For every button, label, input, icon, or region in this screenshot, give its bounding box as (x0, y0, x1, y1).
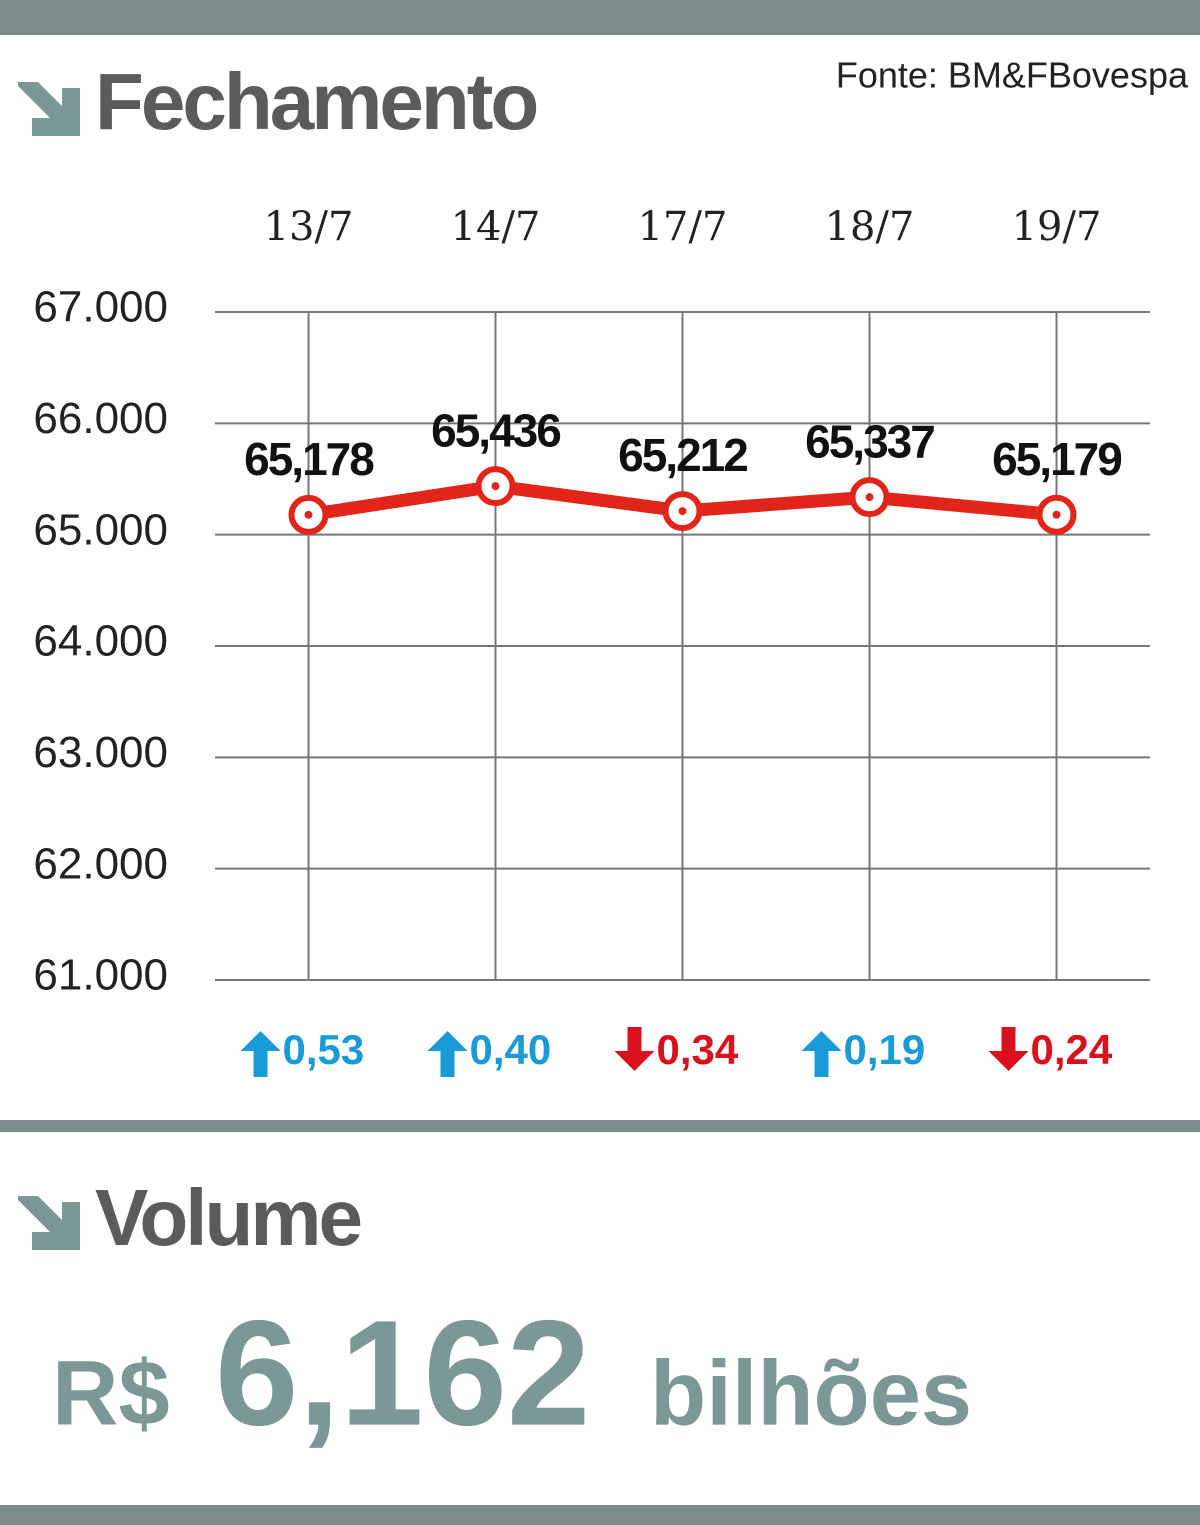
change-arrow (614, 1027, 655, 1071)
chart-title: Fechamento (95, 57, 536, 146)
volume-unit: bilhões (650, 1342, 972, 1444)
x-tick-label: 18/7 (825, 204, 915, 250)
value-label: 65,212 (618, 429, 747, 481)
change-label: 0,24 (1031, 1026, 1113, 1073)
x-tick-label: 19/7 (1012, 204, 1102, 250)
y-tick-label: 65.000 (33, 505, 168, 554)
change-label: 0,53 (283, 1026, 365, 1073)
y-tick-label: 61.000 (33, 951, 168, 1000)
top-bar (0, 0, 1200, 35)
y-tick-label: 66.000 (33, 394, 168, 443)
value-label: 65,337 (805, 415, 934, 467)
point-dot (491, 482, 500, 491)
currency: R$ (52, 1342, 170, 1444)
y-tick-label: 63.000 (33, 728, 168, 777)
change-arrow (988, 1027, 1029, 1071)
value-label: 65,436 (431, 404, 560, 456)
x-tick-label: 17/7 (638, 204, 728, 250)
x-tick-label: 14/7 (451, 204, 541, 250)
point-dot (304, 510, 313, 519)
point-dot (865, 493, 874, 502)
change-label: 0,19 (844, 1026, 926, 1073)
x-tick-label: 13/7 (264, 204, 354, 250)
heading-icon (18, 1196, 80, 1250)
y-tick-label: 64.000 (33, 617, 168, 666)
point-dot (1052, 510, 1061, 519)
change-arrow (801, 1031, 842, 1077)
volume-title: Volume (95, 1173, 361, 1262)
y-tick-label: 67.000 (33, 283, 168, 332)
bottom-bar (0, 1505, 1200, 1525)
change-arrow (427, 1031, 468, 1077)
point-dot (678, 507, 687, 516)
value-label: 65,178 (244, 433, 374, 485)
volume-amount: 6,162 (215, 1289, 590, 1457)
change-label: 0,34 (657, 1026, 739, 1073)
source: Fonte: BM&FBovespa (836, 55, 1189, 96)
value-label: 65,179 (992, 433, 1121, 485)
y-tick-label: 62.000 (33, 839, 168, 888)
change-label: 0,40 (470, 1026, 552, 1073)
change-arrow (240, 1031, 281, 1077)
divider (0, 1120, 1200, 1132)
heading-icon (18, 82, 80, 136)
